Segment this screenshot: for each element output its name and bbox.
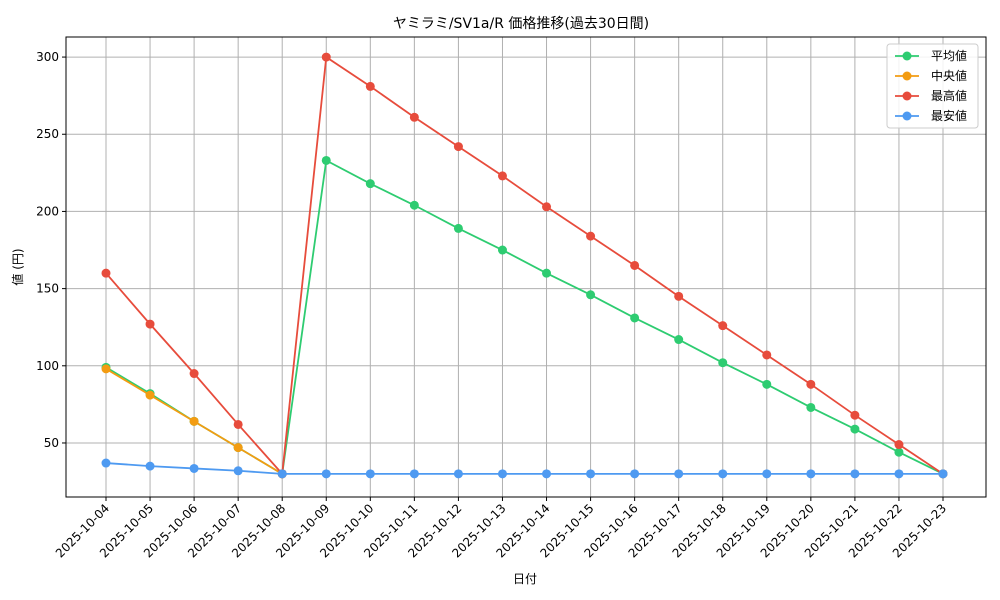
y-tick-label: 250 (36, 127, 59, 141)
data-point (321, 52, 331, 62)
data-point (497, 245, 507, 255)
data-point (145, 461, 155, 471)
data-point (806, 402, 816, 412)
legend-label: 最高値 (931, 88, 967, 103)
data-point (101, 268, 111, 278)
data-point (409, 200, 419, 210)
data-point (542, 469, 552, 479)
legend-item: 最高値 (895, 88, 967, 103)
data-point (189, 416, 199, 426)
data-point (806, 379, 816, 389)
data-point (145, 319, 155, 329)
x-axis-title: 日付 (513, 572, 537, 586)
legend-label: 最安値 (931, 108, 967, 123)
data-point (542, 268, 552, 278)
data-point (586, 231, 596, 241)
series-4 (101, 458, 948, 479)
data-point (718, 358, 728, 368)
data-point (233, 443, 243, 453)
legend-label: 平均値 (931, 48, 967, 63)
data-point (718, 469, 728, 479)
y-tick-label: 200 (36, 204, 59, 218)
data-point (630, 313, 640, 323)
y-tick-label: 300 (36, 50, 59, 64)
data-point (630, 260, 640, 270)
data-point (850, 424, 860, 434)
data-point (762, 379, 772, 389)
legend-marker (902, 111, 912, 121)
legend-box (886, 43, 979, 129)
data-point (718, 321, 728, 331)
data-point (321, 155, 331, 165)
data-point (101, 458, 111, 468)
legend-item: 中央値 (895, 68, 967, 83)
data-point (497, 469, 507, 479)
data-point (586, 469, 596, 479)
data-point (365, 469, 375, 479)
data-point (762, 350, 772, 360)
data-point (586, 290, 596, 300)
data-point (894, 469, 904, 479)
legend-marker (902, 51, 912, 61)
data-point (365, 179, 375, 189)
legend-marker (902, 71, 912, 81)
plot-frame (65, 36, 987, 498)
data-point (277, 469, 287, 479)
data-point (542, 202, 552, 212)
data-point (189, 463, 199, 473)
data-point (894, 447, 904, 457)
data-point (101, 364, 111, 374)
data-point (850, 469, 860, 479)
data-point (806, 469, 816, 479)
data-point (938, 469, 948, 479)
data-point (453, 142, 463, 152)
data-point (850, 410, 860, 420)
data-point (233, 466, 243, 476)
data-point (497, 171, 507, 181)
series-3 (101, 52, 948, 479)
data-point (674, 291, 684, 301)
data-point (409, 112, 419, 122)
data-point (894, 440, 904, 450)
y-tick-label: 100 (36, 359, 59, 373)
legend-marker (902, 91, 912, 101)
data-point (365, 81, 375, 91)
data-point (762, 469, 772, 479)
data-point (233, 419, 243, 429)
data-point (409, 469, 419, 479)
data-point (453, 223, 463, 233)
data-point (145, 390, 155, 400)
data-point (674, 335, 684, 345)
series-line (105, 55, 944, 476)
legend-item: 最安値 (895, 108, 967, 123)
data-point (453, 469, 463, 479)
chart-title: ヤミラミ/SV1a/R 価格推移(過去30日間) (393, 16, 649, 32)
y-axis-title: 値 (円) (10, 248, 25, 285)
legend-label: 中央値 (931, 68, 967, 83)
y-tick-label: 150 (36, 282, 59, 296)
series-layer (101, 52, 948, 479)
series-1 (101, 155, 948, 479)
data-point (630, 469, 640, 479)
data-point (674, 469, 684, 479)
data-point (189, 369, 199, 379)
y-tick-label: 50 (44, 436, 59, 450)
series-line (105, 462, 943, 475)
legend-item: 平均値 (895, 48, 967, 63)
data-point (321, 469, 331, 479)
axes: 2025-10-042025-10-052025-10-062025-10-07… (36, 36, 987, 560)
series-line (105, 159, 944, 476)
